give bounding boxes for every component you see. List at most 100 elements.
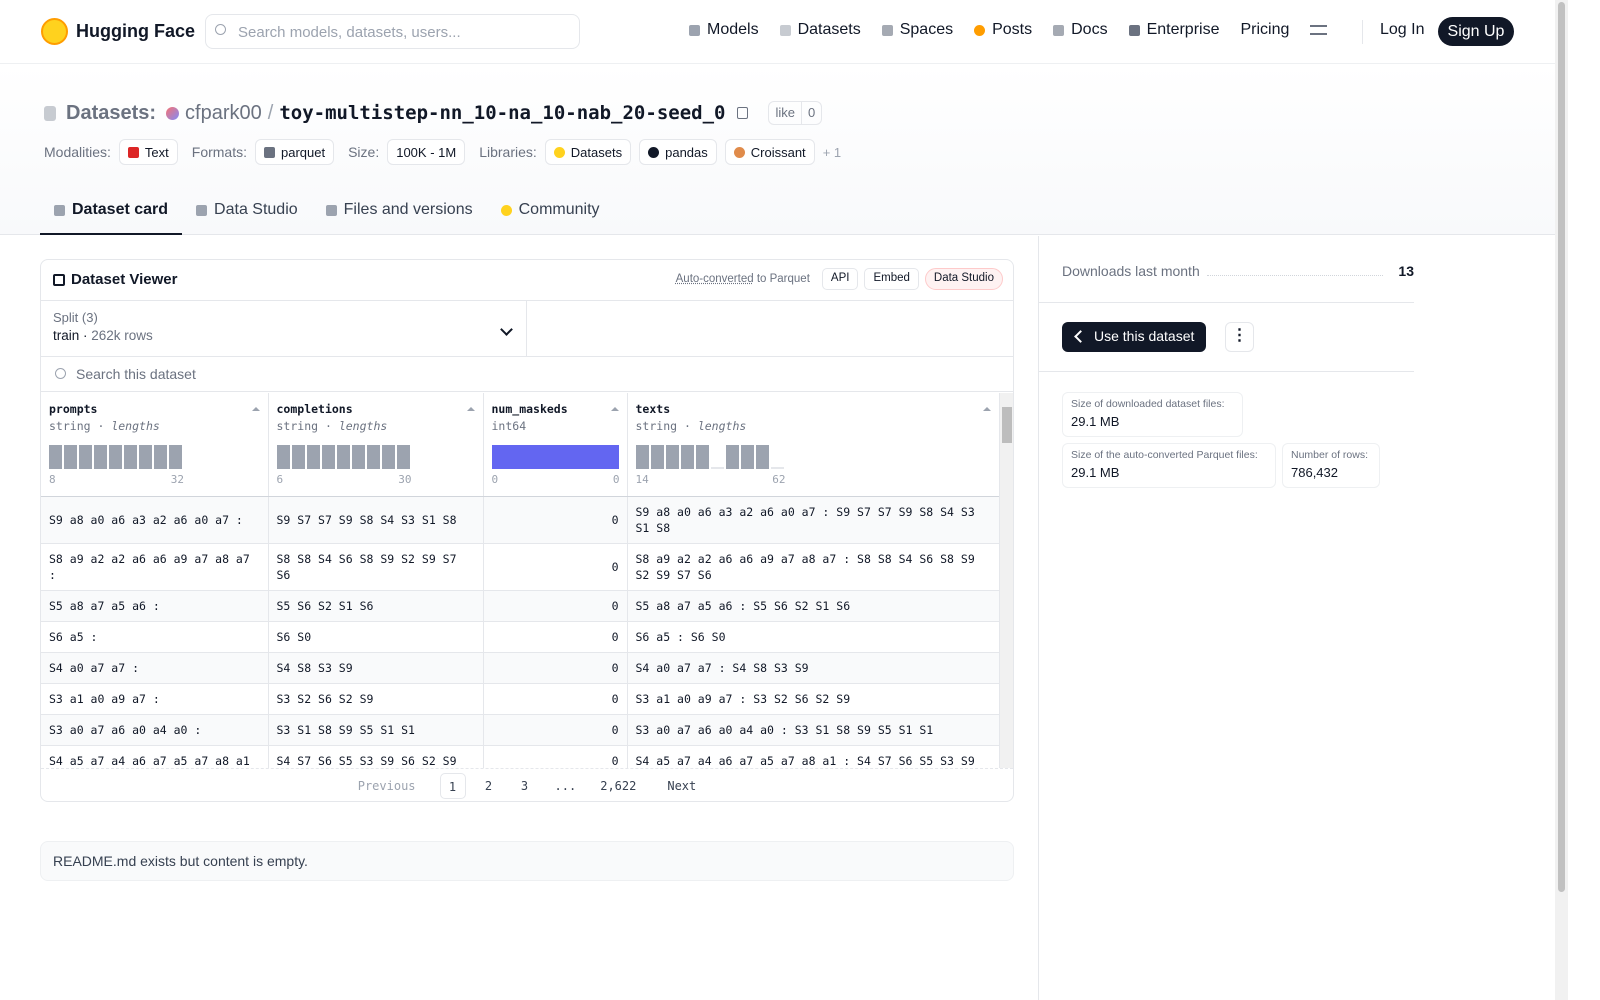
data-cell: S6 a5 : — [41, 621, 269, 653]
tab[interactable]: Dataset card — [40, 189, 183, 235]
sidebar-divider — [1039, 371, 1414, 372]
nav-link[interactable]: Pricing — [1240, 21, 1289, 39]
column-header[interactable]: texts string · lengths 14 62 — [627, 393, 999, 497]
nav-link-text: Enterprise — [1146, 21, 1220, 38]
data-row[interactable]: S4 a5 a7 a4 a6 a7 a5 a7 a8 a1 S4 S7 S6 S5… — [41, 745, 999, 768]
nav-separator — [1362, 20, 1363, 44]
range-max: 32 — [170, 473, 184, 486]
scrollbar — [1555, 0, 1568, 1000]
column-name: completions — [276, 402, 353, 416]
prefix: Datasets: — [66, 101, 157, 124]
page-link[interactable]: 3 — [520, 778, 529, 793]
tag-chip[interactable]: Datasets — [544, 139, 632, 165]
tag-chip[interactable]: Croissant — [724, 139, 815, 165]
stat-label: Size of downloaded dataset files: — [1071, 398, 1225, 410]
tab-icon — [196, 204, 208, 216]
tag-group-label: Modalities: — [44, 144, 111, 160]
tag-icon — [648, 146, 660, 158]
column-header[interactable]: completions string · lengths 6 30 — [268, 393, 484, 497]
owner-avatar — [166, 106, 180, 120]
column-header[interactable]: num_maskeds int64 0 0 — [483, 393, 628, 497]
data-row[interactable]: S3 a1 a0 a9 a7 : S3 S2 S6 S2 S9 0 S3 a1 a0 … — [41, 683, 999, 715]
tag-chip[interactable]: Text — [118, 139, 178, 165]
histogram-bar — [336, 445, 350, 469]
viewer-button[interactable]: Embed — [864, 268, 919, 290]
split-select[interactable]: Split (3) train · 262k rows — [41, 301, 527, 356]
owner[interactable]: cfpark00 — [185, 101, 262, 124]
histogram-range: 8 32 — [49, 472, 184, 488]
histogram-bar — [169, 445, 182, 469]
page-link[interactable]: 2,622 — [600, 778, 637, 793]
range-min: 14 — [635, 473, 649, 486]
column-name: prompts — [49, 402, 98, 416]
brand[interactable]: Hugging Face — [76, 21, 196, 41]
data-cell: 0 — [483, 714, 628, 746]
more-tags[interactable]: + 1 — [822, 144, 842, 160]
data-row[interactable]: S6 a5 : S6 S0 0 S6 a5 : S6 S0 — [41, 621, 999, 653]
nav-link[interactable]: Datasets — [779, 21, 861, 39]
tag-row: Modalities: Text Formats: parquet Size: 100K … — [44, 139, 841, 165]
histogram-bar — [740, 445, 754, 469]
nav-icon — [974, 24, 986, 36]
more-button[interactable]: ⋮ — [1225, 322, 1254, 352]
navbar: Hugging Face Search models, datasets, use… — [0, 0, 1555, 64]
tab-label: Files and versions — [343, 201, 473, 218]
search-icon — [215, 24, 226, 35]
page-next[interactable]: Next — [667, 778, 697, 793]
viewer-divider — [41, 356, 1013, 357]
data-row[interactable]: S4 a0 a7 a7 : S4 S8 S3 S9 0 S4 a0 a7 a7 : S… — [41, 652, 999, 684]
data-row[interactable]: S8 a9 a2 a2 a6 a6 a9 a7 a8 a7 : S8 S8 S4 … — [41, 543, 999, 591]
page-link[interactable]: 1 — [439, 772, 466, 799]
nav-link[interactable]: Docs — [1053, 21, 1108, 39]
downloads-label: Downloads last month — [1062, 263, 1200, 279]
data-cell: S4 S8 S3 S9 — [268, 652, 484, 684]
nav-link[interactable]: Models — [689, 21, 759, 39]
use-dataset-button[interactable]: Use this dataset — [1062, 322, 1207, 352]
signup[interactable]: Sign Up — [1438, 17, 1514, 46]
column-type: string — [276, 419, 319, 433]
viewer-button[interactable]: Data Studio — [924, 268, 1003, 290]
data-row[interactable]: S3 a0 a7 a6 a0 a4 a0 : S3 S1 S8 S9 S5 S1 … — [41, 714, 999, 746]
tag-chip[interactable]: 100K - 1M — [387, 139, 466, 165]
nav-link[interactable]: Enterprise — [1128, 21, 1220, 39]
menu-icon[interactable] — [1310, 25, 1328, 35]
tab[interactable]: Data Studio — [182, 189, 312, 235]
data-row[interactable]: S9 a8 a0 a6 a3 a2 a6 a0 a7 : S9 S7 S7 S9 … — [41, 496, 999, 544]
histogram — [635, 445, 991, 469]
tag-chip[interactable]: pandas — [639, 139, 717, 165]
column-header[interactable]: prompts string · lengths 8 32 — [41, 393, 269, 497]
data-cell: 0 — [483, 590, 628, 622]
logo — [41, 18, 68, 45]
histogram-bar — [291, 445, 305, 469]
histogram-bar — [139, 445, 152, 469]
tab[interactable]: Files and versions — [312, 189, 487, 235]
histogram-bar — [366, 445, 380, 469]
data-cell: S9 S7 S7 S9 S8 S4 S3 S1 S8 — [268, 496, 484, 544]
data-cell: S5 a8 a7 a5 a6 : S5 S6 S2 S1 S6 — [627, 590, 999, 622]
data-cell: S3 a0 a7 a6 a0 a4 a0 : S3 S1 S8 S9 S5 S1… — [627, 714, 999, 746]
tab-label: Dataset card — [72, 201, 169, 218]
viewer-button[interactable]: API — [821, 268, 859, 290]
nav-link[interactable]: Spaces — [881, 21, 953, 39]
tag-chip[interactable]: parquet — [255, 139, 335, 165]
page-link[interactable]: ... — [554, 778, 577, 793]
auto-converted-link[interactable]: Auto-converted — [675, 273, 754, 285]
page-link[interactable]: 2 — [484, 778, 493, 793]
sort-icon — [466, 403, 475, 411]
login[interactable]: Log In — [1380, 21, 1425, 38]
nav-link-text: Docs — [1071, 21, 1108, 38]
column-type-line: string · lengths — [276, 419, 388, 433]
data-row[interactable]: S5 a8 a7 a5 a6 : S5 S6 S2 S1 S6 0 S5 a8 a7 … — [41, 590, 999, 622]
page-prev[interactable]: Previous — [357, 778, 416, 793]
search-box[interactable]: Search models, datasets, users... — [205, 14, 580, 49]
tab[interactable]: Community — [487, 189, 614, 235]
copy-icon[interactable] — [737, 107, 749, 119]
like-button[interactable]: like 0 — [768, 101, 823, 125]
data-cell: S3 a1 a0 a9 a7 : — [41, 683, 269, 715]
data-cell: S4 a5 a7 a4 a6 a7 a5 a7 a8 a1 — [41, 745, 269, 768]
nav-link[interactable]: Posts — [974, 21, 1032, 39]
dataset-search[interactable]: Search this dataset — [41, 357, 1013, 392]
range-max: 0 — [612, 473, 620, 486]
